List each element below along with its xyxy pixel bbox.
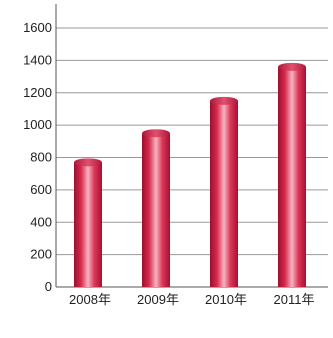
y-tick-label: 1200 (23, 85, 52, 100)
y-tick-label: 400 (30, 214, 52, 229)
bar-body (74, 162, 102, 287)
bar-cap (142, 129, 170, 138)
bar-body (278, 66, 306, 287)
bars (74, 62, 306, 287)
x-category-label: 2011年 (274, 292, 315, 307)
y-tick-label: 800 (30, 150, 52, 165)
bar-cap (210, 96, 238, 105)
y-tick-label: 0 (45, 279, 52, 294)
x-category-label: 2008年 (69, 292, 111, 307)
y-tick-label: 1600 (23, 20, 52, 35)
bar (74, 158, 102, 287)
bar (278, 62, 306, 287)
bar-cap (278, 62, 306, 71)
bar-body (142, 133, 170, 287)
x-category-label: 2009年 (137, 292, 179, 307)
bar (142, 129, 170, 287)
y-axis-tick-labels: 0 200 400 600 800 1000 1200 1400 1600 (23, 20, 52, 294)
x-axis-category-labels: 2008年 2009年 2010年 2011年 (69, 292, 314, 307)
x-category-label: 2010年 (205, 292, 247, 307)
bar-body (210, 100, 238, 287)
bar-cap (74, 158, 102, 167)
y-tick-label: 1000 (23, 117, 52, 132)
y-tick-label: 1400 (23, 52, 52, 67)
y-tick-label: 200 (30, 247, 52, 262)
bar (210, 96, 238, 287)
y-tick-label: 600 (30, 182, 52, 197)
